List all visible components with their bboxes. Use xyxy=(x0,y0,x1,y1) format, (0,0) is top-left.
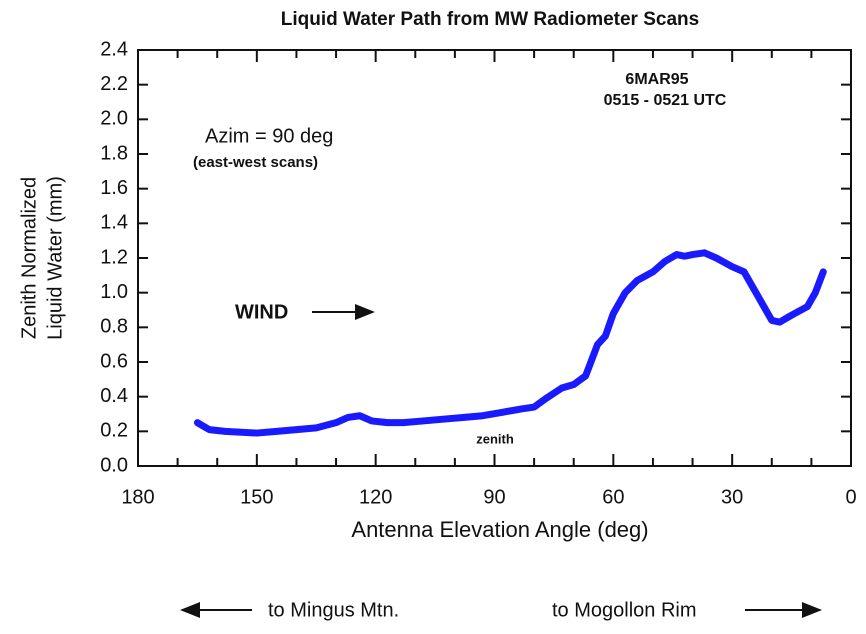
y-tick-label: 1.2 xyxy=(100,246,128,268)
annotation: 6MAR95 xyxy=(625,71,688,88)
annotation: WIND xyxy=(235,301,288,323)
x-tick-label: 90 xyxy=(483,486,505,508)
annotation: 0515 - 0521 UTC xyxy=(604,92,727,109)
y-axis-label: Liquid Water (mm) xyxy=(44,176,66,340)
y-tick-label: 2.0 xyxy=(100,108,128,130)
y-tick-label: 1.6 xyxy=(100,177,128,199)
annotation: to Mogollon Rim xyxy=(552,599,697,621)
y-tick-label: 0.8 xyxy=(100,316,128,338)
x-tick-label: 0 xyxy=(845,486,856,508)
data-line xyxy=(193,249,827,437)
y-tick-label: 0.4 xyxy=(100,385,128,407)
chart-title: Liquid Water Path from MW Radiometer Sca… xyxy=(281,9,699,30)
y-tick-label: 1.4 xyxy=(100,212,128,234)
annotation: (east-west scans) xyxy=(193,154,318,171)
y-tick-label: 2.2 xyxy=(100,73,128,95)
x-tick-label: 180 xyxy=(121,486,154,508)
x-tick-label: 30 xyxy=(721,486,743,508)
y-tick-label: 0.2 xyxy=(100,420,128,442)
x-tick-label: 120 xyxy=(359,486,392,508)
x-axis-label: Antenna Elevation Angle (deg) xyxy=(351,517,648,542)
x-tick-label: 150 xyxy=(240,486,273,508)
y-tick-label: 1.8 xyxy=(100,142,128,164)
y-axis-label: Zenith Normalized xyxy=(18,177,40,339)
y-tick-label: 1.0 xyxy=(100,281,128,303)
y-tick-label: 0.6 xyxy=(100,350,128,372)
x-tick-label: 60 xyxy=(602,486,624,508)
plot-frame xyxy=(137,49,852,467)
annotation: to Mingus Mtn. xyxy=(268,599,399,621)
y-tick-label: 0.0 xyxy=(100,454,128,476)
annotation: Azim = 90 deg xyxy=(205,125,333,147)
y-tick-label: 2.4 xyxy=(100,38,128,60)
annotation: zenith xyxy=(476,431,514,446)
